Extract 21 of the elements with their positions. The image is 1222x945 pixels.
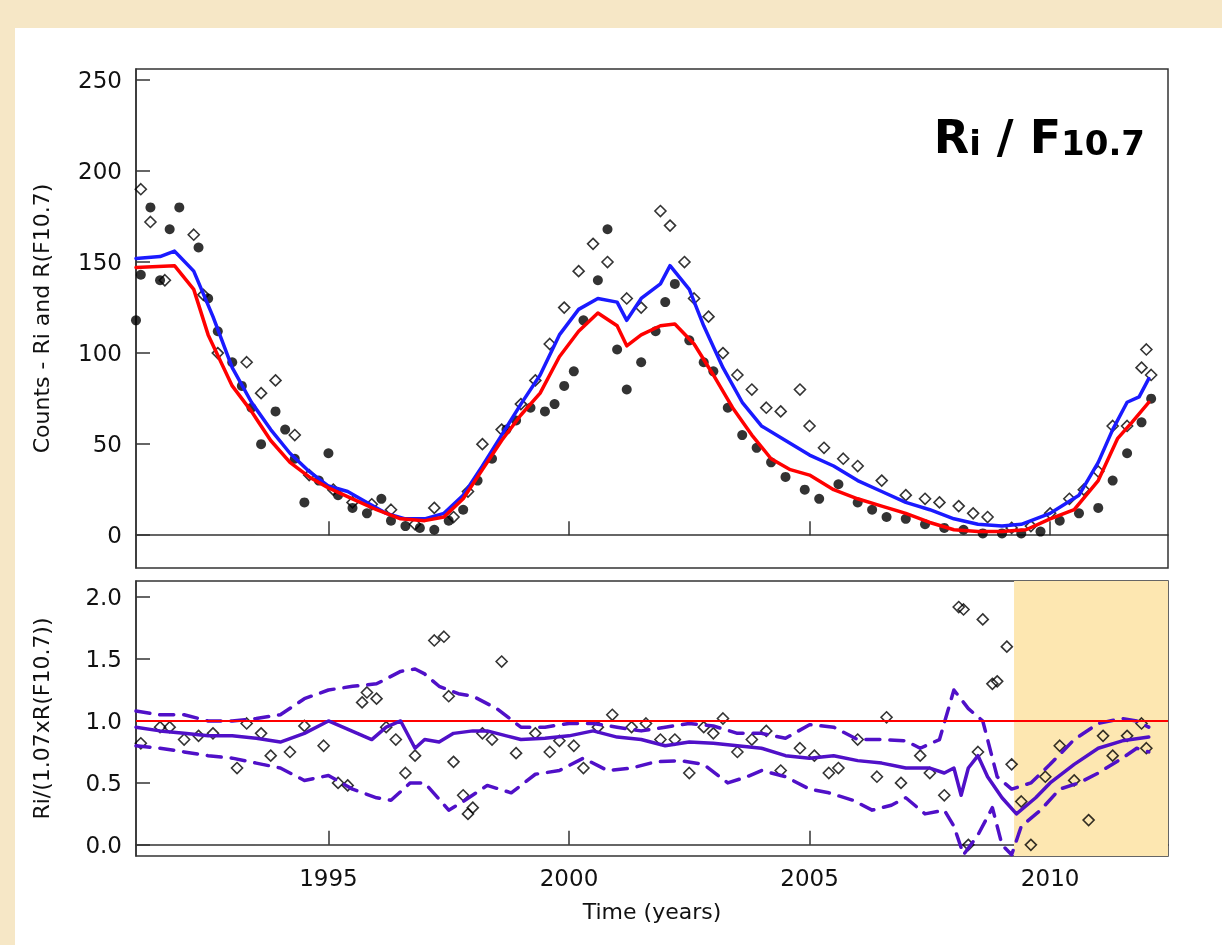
y-tick-label: 100 xyxy=(78,340,122,367)
x-axis-title: Time (years) xyxy=(581,898,722,924)
y-tick-label: 2.0 xyxy=(85,584,122,611)
x-tick-label: 1995 xyxy=(299,864,358,891)
y-tick-label: 0.5 xyxy=(85,769,122,796)
x-tick-label: 2010 xyxy=(1020,864,1080,891)
y-tick-label: 1.0 xyxy=(85,707,122,734)
y-axis-title: Counts - Ri and R(F10.7) xyxy=(28,183,54,454)
y-tick-label: 250 xyxy=(78,66,122,93)
y-tick-label: 0.0 xyxy=(85,831,122,858)
x-tick-label: 2000 xyxy=(539,864,599,891)
y-tick-label: 150 xyxy=(78,249,122,276)
y-tick-label: 50 xyxy=(92,431,122,458)
y-tick-label: 0 xyxy=(107,522,122,549)
x-tick-label: 2005 xyxy=(780,864,839,891)
y-axis-title: Ri/(1.07xR(F10.7)) xyxy=(28,617,54,820)
line-series xyxy=(134,667,1151,791)
y-tick-label: 1.5 xyxy=(85,646,122,673)
line-series xyxy=(134,719,1151,816)
y-tick-label: 200 xyxy=(78,157,122,184)
text: Ri / F10.7 xyxy=(933,110,1145,164)
